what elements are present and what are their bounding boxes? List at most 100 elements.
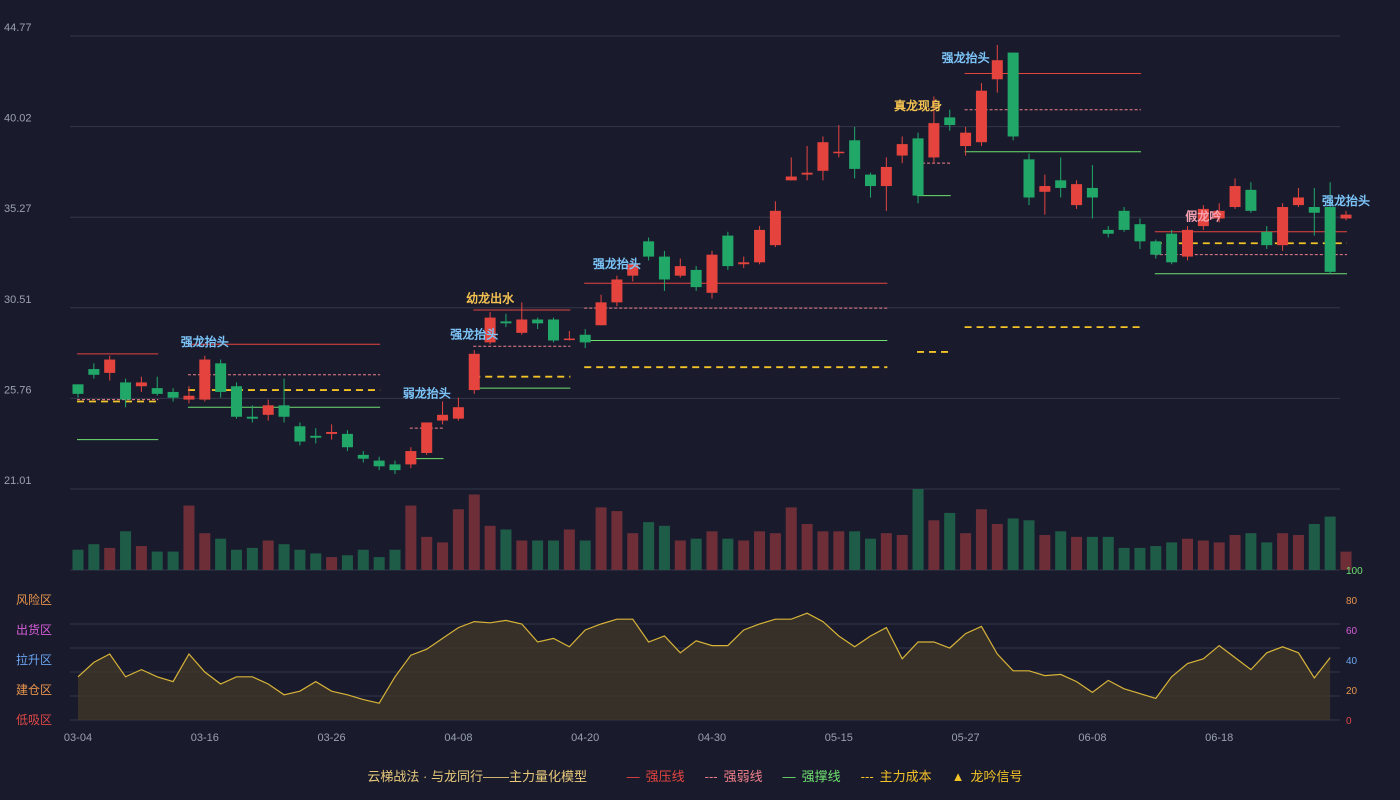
legend-symbol: --- — [704, 769, 718, 784]
candle-body — [1166, 233, 1178, 263]
volume-bar — [833, 531, 845, 570]
candle — [88, 363, 100, 379]
candle — [437, 401, 449, 425]
volume-bar — [706, 531, 718, 570]
candle — [928, 96, 940, 164]
candle — [1023, 153, 1035, 206]
candle — [817, 136, 829, 181]
candle-body — [1308, 207, 1320, 213]
candle-body — [310, 435, 322, 438]
candle — [326, 424, 338, 440]
candle-body — [500, 321, 512, 324]
candle-body — [357, 454, 369, 459]
candle-body — [785, 176, 797, 181]
legend-symbol: — — [782, 769, 796, 784]
candle-body — [246, 416, 258, 419]
date-tick-label: 06-18 — [1205, 732, 1233, 744]
legend-label: 强压线 — [645, 769, 685, 784]
candle-body — [1023, 159, 1035, 198]
candle — [1197, 205, 1209, 230]
candle — [1324, 182, 1336, 274]
candle — [151, 376, 163, 396]
zone-label: 出货区 — [16, 622, 52, 637]
candle-body — [643, 241, 655, 257]
osc-tick-label: 0 — [1346, 716, 1352, 727]
candle — [167, 388, 179, 402]
osc-tick-label: 100 — [1346, 566, 1363, 577]
candle-body — [231, 386, 242, 417]
legend-title: 云梯战法 · 与龙同行——主力量化模型 — [367, 769, 587, 784]
volume-bar — [199, 533, 211, 570]
legend-item: — 强压线 — [627, 769, 685, 784]
volume-bar — [643, 522, 655, 570]
volume-bar — [373, 557, 385, 570]
volume-bar — [1007, 518, 1019, 570]
candle-body — [262, 405, 274, 415]
candle — [1007, 52, 1019, 141]
candle-body — [991, 60, 1003, 80]
candle-body — [1102, 229, 1114, 234]
volume-bar — [658, 525, 670, 570]
volume-bar — [215, 538, 227, 570]
candle-body — [1261, 231, 1273, 246]
candle — [1118, 207, 1130, 232]
candle-body — [516, 319, 528, 333]
candle — [1292, 187, 1304, 208]
date-tick-label: 04-20 — [571, 732, 599, 744]
volume-bar — [135, 546, 147, 570]
candle — [722, 231, 734, 270]
volume-bar — [563, 529, 575, 570]
candle-body — [548, 319, 559, 341]
volume-bar — [437, 542, 449, 570]
volume-bar — [579, 540, 591, 570]
candle — [991, 44, 1003, 93]
candle-body — [1007, 52, 1019, 137]
candle — [1261, 226, 1273, 249]
candle-body — [135, 382, 147, 387]
candle — [278, 378, 290, 423]
candle-body — [199, 359, 211, 400]
legend-symbol: — — [626, 769, 640, 784]
candle-body — [849, 140, 861, 169]
candle-body — [769, 210, 781, 246]
candle-body — [1292, 197, 1304, 206]
volume-bar — [754, 531, 766, 570]
legend-symbol: --- — [860, 769, 874, 784]
volume-bar — [880, 533, 892, 570]
candle — [563, 330, 575, 341]
candle-body — [1182, 229, 1193, 257]
volume-bar — [532, 540, 544, 570]
volume-bar — [88, 544, 100, 570]
candle-body — [72, 384, 84, 394]
volume-bar — [1292, 535, 1304, 570]
candle-body — [1118, 210, 1130, 230]
price-tick-label: 30.51 — [4, 294, 32, 306]
volume-bar — [1055, 531, 1067, 570]
price-tick-label: 44.77 — [4, 22, 32, 34]
volume-bar — [769, 533, 781, 570]
candle-body — [167, 391, 179, 398]
candle-body — [912, 138, 924, 196]
candle-body — [944, 117, 956, 126]
candle — [1277, 203, 1289, 251]
date-tick-label: 03-26 — [318, 732, 346, 744]
volume-bar — [738, 540, 750, 570]
candle-body — [1134, 224, 1146, 242]
volume-bar — [405, 505, 417, 570]
candle — [104, 355, 116, 381]
candle-body — [833, 151, 845, 154]
signal-label: 强龙抬头 — [450, 327, 498, 342]
volume-bar — [690, 538, 702, 570]
candle — [373, 456, 385, 471]
signal-label: 强龙抬头 — [942, 50, 990, 65]
price-tick-label: 25.76 — [4, 384, 32, 396]
legend-label: 主力成本 — [879, 769, 932, 784]
candle — [627, 260, 639, 282]
candle — [1166, 229, 1178, 265]
volume-bar — [1086, 536, 1098, 570]
date-axis: 03-04 03-16 03-26 04-08 04-20 04-30 05-15 05-27… — [64, 732, 1233, 744]
legend-label: 强撑线 — [801, 769, 841, 784]
candle-body — [1039, 186, 1051, 192]
volume-bar — [484, 525, 496, 570]
candle — [611, 275, 623, 307]
